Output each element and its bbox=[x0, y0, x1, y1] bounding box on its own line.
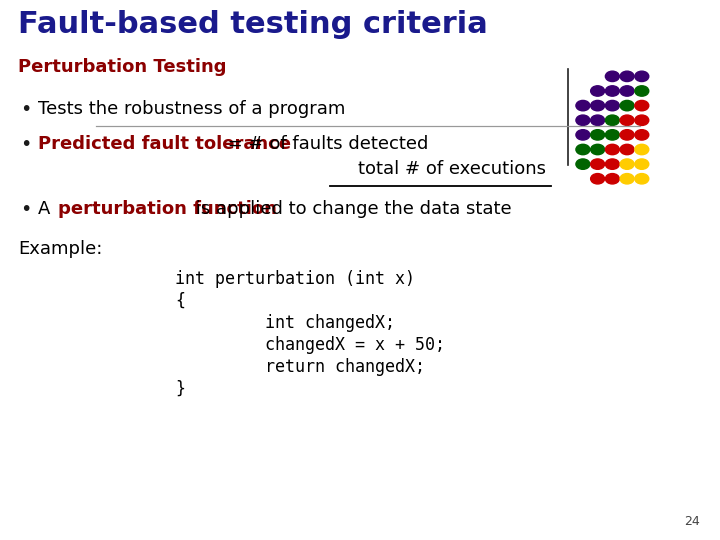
Text: •: • bbox=[20, 100, 32, 119]
Text: 24: 24 bbox=[684, 515, 700, 528]
Circle shape bbox=[590, 100, 605, 111]
Circle shape bbox=[606, 71, 619, 82]
Circle shape bbox=[635, 144, 649, 154]
Circle shape bbox=[606, 144, 619, 154]
Text: A: A bbox=[38, 200, 62, 218]
Text: •: • bbox=[20, 135, 32, 154]
Circle shape bbox=[606, 100, 619, 111]
Text: int perturbation (int x): int perturbation (int x) bbox=[175, 270, 415, 288]
Circle shape bbox=[590, 159, 605, 170]
Circle shape bbox=[576, 130, 590, 140]
Circle shape bbox=[576, 115, 590, 125]
Text: changedX = x + 50;: changedX = x + 50; bbox=[265, 336, 445, 354]
Text: total # of executions: total # of executions bbox=[358, 160, 546, 178]
Circle shape bbox=[576, 100, 590, 111]
Circle shape bbox=[620, 115, 634, 125]
Circle shape bbox=[606, 115, 619, 125]
Circle shape bbox=[620, 100, 634, 111]
Circle shape bbox=[635, 86, 649, 96]
Text: {: { bbox=[175, 292, 185, 310]
Circle shape bbox=[590, 86, 605, 96]
Circle shape bbox=[606, 173, 619, 184]
Circle shape bbox=[620, 71, 634, 82]
Text: is applied to change the data state: is applied to change the data state bbox=[190, 200, 512, 218]
Text: •: • bbox=[20, 200, 32, 219]
Circle shape bbox=[620, 173, 634, 184]
Text: int changedX;: int changedX; bbox=[265, 314, 395, 332]
Circle shape bbox=[606, 86, 619, 96]
Circle shape bbox=[606, 159, 619, 170]
Circle shape bbox=[635, 173, 649, 184]
Circle shape bbox=[635, 115, 649, 125]
Circle shape bbox=[590, 115, 605, 125]
Circle shape bbox=[620, 86, 634, 96]
Circle shape bbox=[590, 144, 605, 154]
Text: return changedX;: return changedX; bbox=[265, 358, 425, 376]
Text: Perturbation Testing: Perturbation Testing bbox=[18, 58, 227, 76]
Circle shape bbox=[635, 130, 649, 140]
Circle shape bbox=[576, 159, 590, 170]
Circle shape bbox=[576, 144, 590, 154]
Circle shape bbox=[590, 173, 605, 184]
Circle shape bbox=[620, 144, 634, 154]
Text: perturbation function: perturbation function bbox=[58, 200, 277, 218]
Circle shape bbox=[590, 130, 605, 140]
Circle shape bbox=[620, 159, 634, 170]
Text: Example:: Example: bbox=[18, 240, 102, 258]
Text: Predicted fault tolerance: Predicted fault tolerance bbox=[38, 135, 291, 153]
Text: = # of faults detected: = # of faults detected bbox=[222, 135, 428, 153]
Text: Fault-based testing criteria: Fault-based testing criteria bbox=[18, 10, 487, 39]
Circle shape bbox=[635, 100, 649, 111]
Circle shape bbox=[635, 71, 649, 82]
Text: }: } bbox=[175, 380, 185, 398]
Text: Tests the robustness of a program: Tests the robustness of a program bbox=[38, 100, 346, 118]
Circle shape bbox=[620, 130, 634, 140]
Circle shape bbox=[635, 159, 649, 170]
Circle shape bbox=[606, 130, 619, 140]
